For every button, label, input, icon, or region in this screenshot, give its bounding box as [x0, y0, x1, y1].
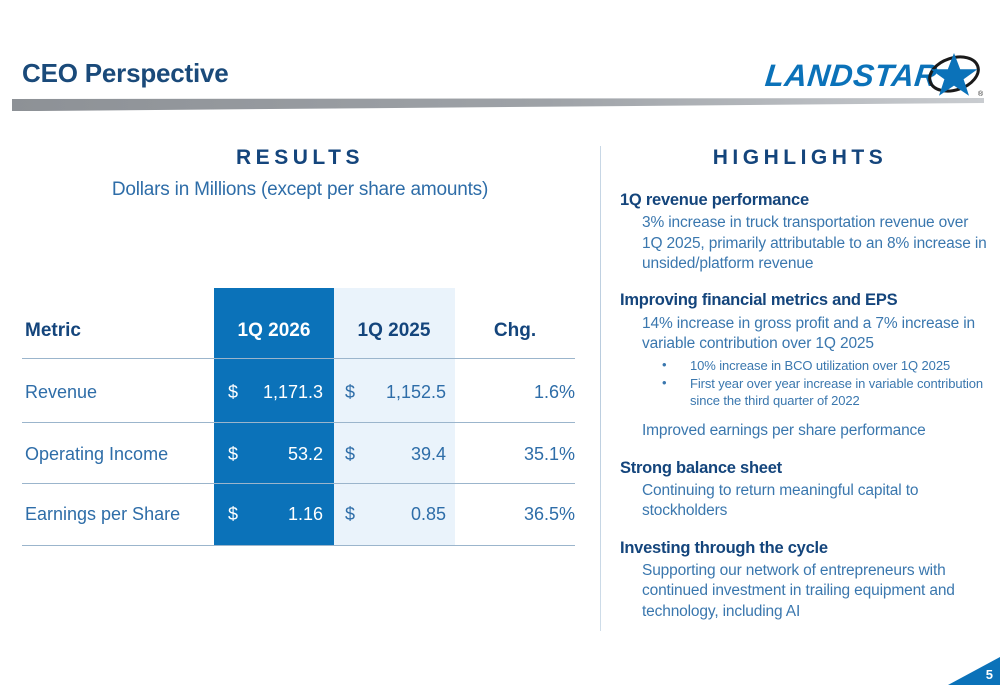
- highlights-heading: HIGHLIGHTS: [712, 146, 888, 169]
- column-highlight-2026: [214, 288, 334, 545]
- column-header-metric: Metric: [25, 320, 81, 341]
- list-item: • First year over year increase in varia…: [662, 375, 990, 410]
- highlight-text: Continuing to return meaningful capital …: [642, 481, 919, 520]
- page-title: CEO Perspective: [22, 58, 229, 88]
- value-2025: 39.4: [410, 444, 446, 464]
- results-table: Metric 1Q 2026 1Q 2025 Chg. Revenue $ 1,…: [0, 288, 600, 550]
- table-rule-1: [22, 422, 575, 423]
- star-swoosh-icon: [928, 53, 980, 96]
- table-rule-3: [22, 545, 575, 546]
- highlight-group-balance-sheet: Strong balance sheet Continuing to retur…: [620, 458, 990, 522]
- column-highlight-2025: [334, 288, 455, 545]
- highlight-text: 14% increase in gross profit and a 7% in…: [642, 314, 975, 353]
- list-item: • 10% increase in BCO utilization over 1…: [662, 357, 990, 374]
- value-change: 35.1%: [523, 444, 575, 464]
- currency-symbol-2025: $: [345, 444, 356, 464]
- highlight-title: Investing through the cycle: [620, 538, 828, 557]
- value-2026: 53.2: [287, 444, 323, 464]
- currency-symbol-2026: $: [228, 382, 239, 402]
- value-change: 1.6%: [533, 382, 575, 402]
- results-heading: RESULTS: [236, 146, 364, 169]
- highlight-title: 1Q revenue performance: [620, 191, 809, 209]
- bullet-icon: •: [662, 357, 667, 373]
- landstar-wordmark-icon: LANDSTAR: [763, 58, 939, 93]
- column-header-1q-2026: 1Q 2026: [237, 320, 311, 341]
- highlight-group-financial-metrics: Improving financial metrics and EPS 14% …: [620, 290, 990, 441]
- column-header-1q-2025: 1Q 2025: [357, 320, 431, 341]
- registered-mark-icon: ®: [978, 90, 984, 98]
- highlight-group-investing: Investing through the cycle Supporting o…: [620, 538, 990, 622]
- results-subheading: Dollars in Millions (except per share am…: [111, 179, 489, 200]
- highlight-text: Supporting our network of entrepreneurs …: [642, 561, 955, 620]
- currency-symbol-2025: $: [345, 382, 356, 402]
- currency-symbol-2026: $: [228, 504, 239, 524]
- column-header-chg: Chg.: [493, 320, 537, 341]
- highlight-title: Improving financial metrics and EPS: [620, 291, 898, 310]
- list-item-label: First year over year increase in variabl…: [690, 375, 984, 409]
- highlights-body: 1Q revenue performance 3% increase in tr…: [620, 190, 990, 624]
- corner-triangle-icon: [948, 657, 1000, 685]
- value-2026: 1.16: [287, 504, 323, 524]
- row-label: Operating Income: [25, 444, 169, 464]
- list-item-label: 10% increase in BCO utilization over 1Q …: [690, 358, 951, 374]
- header-divider-bar: [12, 98, 984, 112]
- svg-text:LANDSTAR: LANDSTAR: [763, 58, 939, 93]
- bullet-icon: •: [662, 374, 667, 390]
- table-rule-header: [22, 358, 575, 359]
- landstar-logo: LANDSTAR ®: [758, 50, 986, 102]
- highlight-text-secondary: Improved earnings per share performance: [642, 422, 926, 440]
- currency-symbol-2025: $: [345, 504, 356, 524]
- column-divider: [600, 146, 601, 631]
- value-2025: 1,152.5: [385, 382, 446, 402]
- value-change: 36.5%: [523, 504, 575, 524]
- highlight-title: Strong balance sheet: [620, 458, 782, 477]
- highlight-text: 3% increase in truck transportation reve…: [642, 214, 987, 273]
- currency-symbol-2026: $: [228, 444, 239, 464]
- row-label: Revenue: [25, 382, 98, 402]
- table-rule-2: [22, 483, 575, 484]
- value-2025: 0.85: [410, 504, 446, 524]
- row-label: Earnings per Share: [25, 504, 181, 524]
- highlight-group-revenue-performance: 1Q revenue performance 3% increase in tr…: [620, 190, 990, 274]
- highlight-sub-bullets: • 10% increase in BCO utilization over 1…: [620, 357, 990, 409]
- value-2026: 1,171.3: [262, 382, 323, 402]
- page-number: 5: [985, 667, 993, 682]
- results-header: RESULTS Dollars in Millions (except per …: [0, 146, 600, 201]
- page-number-corner: 5: [948, 657, 1000, 685]
